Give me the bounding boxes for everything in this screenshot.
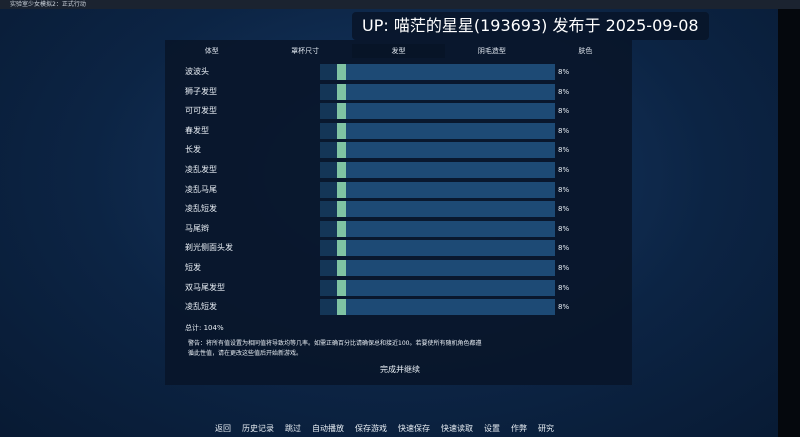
row-label: 狮子发型 [185,86,217,96]
slider-fill [320,260,337,276]
slider-handle[interactable] [337,220,346,237]
slider-fill [320,181,337,198]
row-label: 凌乱发型 [185,165,217,174]
slider-handle[interactable] [337,122,346,139]
row-label: 长发 [185,145,201,155]
slider-handle[interactable] [337,181,346,198]
percent: 8% [558,224,570,233]
percent: 8% [558,166,570,174]
total: 总计: 104% [185,324,224,332]
slider-fill [320,83,337,100]
row-label: 凌乱短发 [185,204,217,214]
slider-handle[interactable] [337,162,346,178]
tab[interactable]: 罩杯尺寸 [291,47,320,55]
menu-item[interactable]: 研究 [538,424,554,433]
window-title: 实验室少女模拟2：正式行动 [0,0,800,9]
slider-handle[interactable] [337,279,346,296]
menu-item[interactable]: 历史记录 [242,424,274,433]
banner: UP: 喵茫的星星(193693) 发布于 2025-09-08 [352,12,709,40]
slider-handle[interactable] [337,260,346,276]
row-label: 双马尾发型 [185,282,225,292]
slider-fill [320,64,337,80]
menu: 返回 历史记录 跳过 自动播放 保存游戏 快速保存 快速读取 设置 作弊 研究 [215,423,554,434]
slider-fill [320,279,337,296]
slider-handle[interactable] [337,142,346,159]
sidebar [778,9,800,437]
menu-item[interactable]: 快速保存 [398,424,430,433]
row-label: 春发型 [185,125,209,135]
menu-item[interactable]: 作弊 [511,424,527,433]
slider[interactable] [320,64,555,80]
tab-bar: 体型 罩杯尺寸 发型 阴毛造型 肤色 [165,44,632,58]
slider-fill [320,162,337,178]
menu-item[interactable]: 返回 [215,424,231,433]
slider-handle[interactable] [337,83,346,100]
slider-fill [320,299,337,316]
slider[interactable] [320,260,555,276]
slider[interactable] [320,299,555,316]
slider[interactable] [320,201,555,218]
slider[interactable] [320,220,555,237]
slider[interactable] [320,181,555,198]
slider[interactable] [320,240,555,257]
percent: 8% [558,303,570,312]
percent: 8% [558,205,570,214]
slider[interactable] [320,142,555,159]
menu-item[interactable]: 设置 [484,424,500,433]
slider-fill [320,220,337,237]
slider[interactable] [320,83,555,100]
menu-item[interactable]: 跳过 [285,424,301,433]
percent: 8% [558,126,570,135]
percent: 8% [558,185,570,194]
slider-handle[interactable] [337,240,346,257]
slider[interactable] [320,103,555,120]
warning-line: 循此性值，请在更改这些值后开始新游戏。 [188,350,303,357]
slider-fill [320,201,337,218]
menu-item[interactable]: 快速读取 [441,424,473,433]
slider[interactable] [320,162,555,178]
row-label: 剃光侧面头发 [185,243,233,253]
row-label: 马尾辫 [185,223,209,233]
percent: 8% [558,68,570,76]
tab[interactable]: 阴毛造型 [477,47,506,55]
warning-line: 警告：将所有值设置为相同值将导致均等几率。如需正确百分比请确保总和接近100。若… [188,340,482,347]
slider-fill [320,122,337,139]
slider-fill [320,142,337,159]
slider[interactable] [320,122,555,139]
menu-item[interactable]: 自动播放 [312,424,344,433]
percent: 8% [558,264,570,272]
slider-handle[interactable] [337,299,346,316]
tab[interactable]: 肤色 [578,47,593,55]
percent: 8% [558,244,570,253]
row-label: 可可发型 [185,106,217,116]
percent: 8% [558,146,570,155]
percent: 8% [558,107,570,116]
row-label: 凌乱短发 [185,302,217,312]
percent: 8% [558,283,570,292]
row-label: 波波头 [185,67,209,76]
slider-fill [320,103,337,120]
row-label: 凌乱马尾 [185,184,217,194]
row-label: 短发 [185,263,201,272]
slider-handle[interactable] [337,64,346,80]
tab[interactable]: 发型 [351,44,446,58]
slider[interactable] [320,279,555,296]
slider-fill [320,240,337,257]
menu-item[interactable]: 保存游戏 [355,424,387,433]
percent: 8% [558,87,570,96]
slider-handle[interactable] [337,103,346,120]
continue-button[interactable]: 完成并继续 [380,365,420,374]
slider-handle[interactable] [337,201,346,218]
tab[interactable]: 体型 [204,47,219,55]
